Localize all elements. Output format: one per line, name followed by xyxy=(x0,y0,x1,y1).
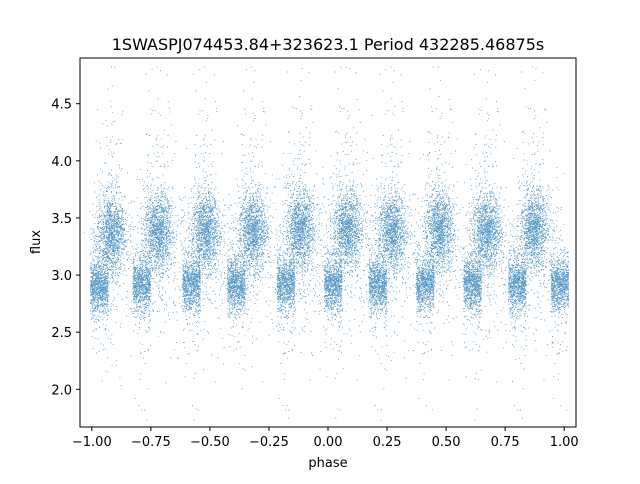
y-tick-label: 3.0 xyxy=(51,269,72,284)
y-tick-label: 3.5 xyxy=(51,212,72,227)
data-points xyxy=(84,66,570,421)
x-tick-label: −1.00 xyxy=(72,435,112,450)
x-tick-label: −0.50 xyxy=(190,435,230,450)
y-tick-label: 2.5 xyxy=(51,326,72,341)
y-axis-label: flux xyxy=(29,230,44,254)
y-axis: 2.0 2.5 3.0 3.5 4.0 4.5 xyxy=(51,98,80,398)
x-tick-label: 0.00 xyxy=(314,435,343,450)
x-axis-label: phase xyxy=(308,456,347,471)
x-tick-label: 0.75 xyxy=(491,435,520,450)
x-tick-label: −0.75 xyxy=(131,435,171,450)
x-tick-label: 0.25 xyxy=(373,435,402,450)
x-tick-label: 0.50 xyxy=(432,435,461,450)
x-axis: −1.00 −0.75 −0.50 −0.25 0.00 0.25 0.50 0.75 1.00 xyxy=(72,427,579,450)
scatter-points xyxy=(84,66,570,421)
y-tick-label: 4.5 xyxy=(51,98,72,113)
x-tick-label: −0.25 xyxy=(249,435,289,450)
x-tick-label: 1.00 xyxy=(550,435,579,450)
chart-title: 1SWASPJ074453.84+323623.1 Period 432285.… xyxy=(112,35,544,54)
y-tick-label: 4.0 xyxy=(51,155,72,170)
y-tick-label: 2.0 xyxy=(51,383,72,398)
